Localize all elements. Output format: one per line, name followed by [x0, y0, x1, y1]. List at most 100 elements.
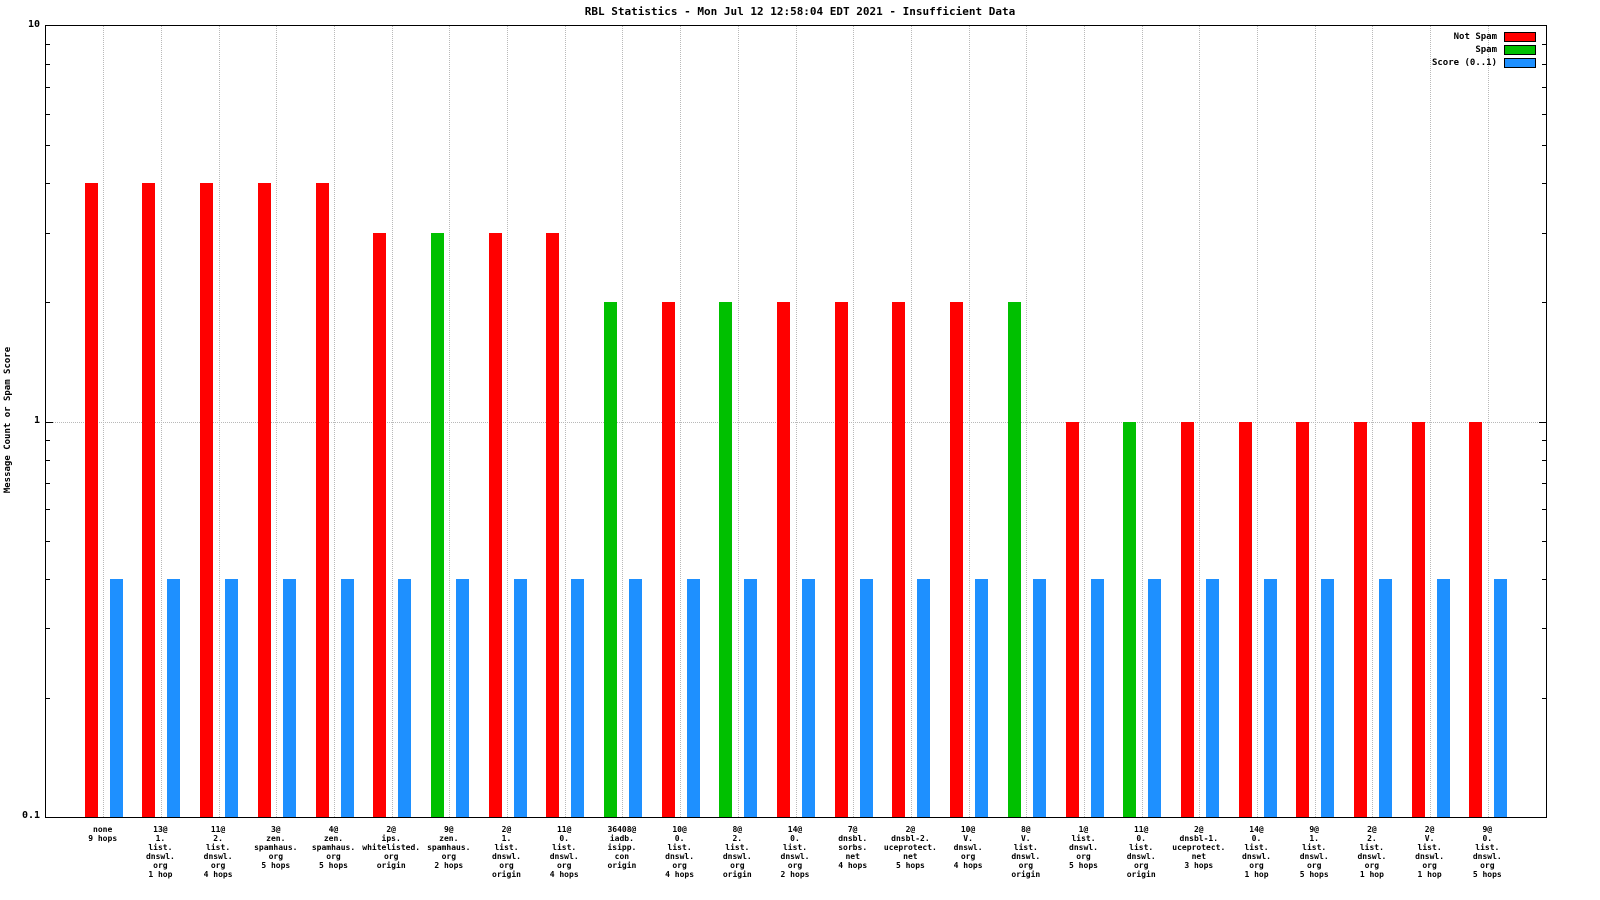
x-tick-label-line: origin: [722, 870, 752, 879]
x-tick-label-line: dnswl.: [1415, 852, 1445, 861]
bar-not-spam: [1238, 421, 1252, 817]
bar-score: [513, 578, 527, 817]
minor-tick-left: [46, 64, 50, 66]
bar-score: [1378, 578, 1392, 817]
bar-not-spam: [892, 302, 906, 817]
x-tick-label-line: list.: [206, 843, 231, 852]
minor-tick-right: [1542, 44, 1546, 46]
bar-not-spam: [200, 183, 214, 817]
gridline-x: [218, 26, 220, 817]
minor-tick-right: [1542, 697, 1546, 699]
x-tick-label-line: 5 hops: [895, 861, 925, 870]
x-tick-label-line: org: [383, 852, 399, 861]
x-tick-label-line: origin: [492, 870, 521, 879]
x-tick-label-line: uceprotect.: [883, 843, 937, 852]
x-tick-label-line: 2@: [905, 825, 916, 834]
x-tick-label-line: org: [1249, 861, 1264, 870]
bar-not-spam: [777, 302, 790, 817]
x-tick-label: 13@ 1. list. dnswl. org 1 hop: [131, 825, 189, 879]
bar-score: [1032, 578, 1046, 817]
x-tick-label-line: org: [268, 852, 284, 861]
x-tick-label-line: 2 hops: [434, 861, 464, 870]
minor-tick-left: [46, 87, 50, 89]
x-tick-label-line: org: [1364, 861, 1380, 870]
x-tick-label-line: 1.: [1309, 834, 1319, 843]
x-tick-label: 2@ dnsbl-1. uceprotect. net 3 hops: [1170, 825, 1228, 870]
x-tick-label-line: dnswl.: [1472, 852, 1502, 861]
x-tick-label-line: dnsbl-1.: [1179, 834, 1219, 843]
x-tick-label-line: 5 hops: [319, 861, 348, 870]
x-tick-label-line: dnswl.: [1242, 852, 1271, 861]
gridline-x: [622, 26, 624, 817]
x-tick-label-line: org: [499, 861, 514, 870]
x-tick-label-line: list.: [1244, 843, 1269, 852]
x-tick-label-line: 13@: [153, 825, 168, 834]
x-tick-label-line: net: [903, 852, 918, 861]
x-tick-label-line: org: [1133, 861, 1149, 870]
gridline-x: [795, 26, 797, 817]
x-tick-label-line: dnswl.: [1357, 852, 1387, 861]
minor-tick-right: [1542, 578, 1546, 580]
x-tick-label: 14@ 0. list. dnswl. org 2 hops: [766, 825, 824, 879]
bar-score: [744, 578, 758, 817]
minor-tick-left: [46, 232, 50, 234]
bar-not-spam: [1180, 421, 1194, 817]
x-tick-label-line: dnswl.: [722, 852, 752, 861]
major-tick-right: [1539, 421, 1546, 423]
x-tick-label: 14@ 0. list. dnswl. org 1 hop: [1228, 825, 1286, 879]
bar-score: [282, 578, 296, 817]
x-tick-label: 11@ 0. list. dnswl. org 4 hops: [535, 825, 593, 879]
x-tick-label-line: org: [210, 861, 226, 870]
x-tick-label-line: 0.: [1251, 834, 1262, 843]
x-tick-label-line: org: [1422, 861, 1437, 870]
x-tick-label-line: 8@: [1020, 825, 1031, 834]
x-tick-label-line: dnswl.: [203, 852, 233, 861]
bar-score: [859, 578, 873, 817]
x-tick-label-line: 2.: [1367, 834, 1377, 843]
minor-tick-right: [1542, 302, 1546, 304]
x-tick-label-line: origin: [1126, 870, 1156, 879]
gridline-x: [334, 26, 335, 817]
minor-tick-left: [46, 697, 50, 699]
x-tick-label-line: list.: [1013, 843, 1038, 852]
x-tick-label-line: spamhaus.: [254, 843, 298, 852]
x-tick-label: 2@ V. list. dnswl. org 1 hop: [1401, 825, 1459, 879]
x-tick-label-line: dnswl.: [549, 852, 579, 861]
gridline-x: [1257, 26, 1258, 817]
bar-not-spam: [488, 232, 502, 817]
x-tick-label-line: org: [326, 852, 341, 861]
gridline-x: [968, 26, 970, 817]
x-tick-label-line: 14@: [1249, 825, 1264, 834]
bar-spam: [430, 232, 444, 817]
x-tick-label: 8@ V. list. dnswl. org origin: [997, 825, 1055, 879]
minor-tick-left: [46, 628, 50, 630]
bar-not-spam: [142, 183, 156, 817]
x-tick-label-line: list.: [782, 843, 808, 852]
x-tick-label-line: org: [960, 852, 976, 861]
minor-tick-right: [1542, 232, 1546, 234]
x-tick-label-line: list.: [494, 843, 519, 852]
x-tick-label: 8@ 2. list. dnswl. org origin: [708, 825, 766, 879]
x-tick-label-line: 2@: [386, 825, 396, 834]
minor-tick-left: [46, 113, 50, 115]
x-tick-label-line: 4@: [328, 825, 339, 834]
x-tick-label-line: 9@: [1309, 825, 1319, 834]
x-tick-label-line: 4 hops: [203, 870, 233, 879]
x-tick-label-line: 5 hops: [1069, 861, 1098, 870]
bar-score: [1494, 578, 1508, 817]
legend-item-not_spam: Not Spam: [1432, 30, 1536, 43]
x-tick-label-line: 2@: [1424, 825, 1435, 834]
x-tick-label-line: dnswl.: [1299, 852, 1329, 861]
bar-spam: [1123, 421, 1137, 817]
x-tick-label-line: 2@: [1193, 825, 1204, 834]
x-tick-label-line: dnswl.: [1011, 852, 1041, 861]
bar-score: [686, 578, 700, 817]
x-tick-label: 9@ 1. list. dnswl. org 5 hops: [1285, 825, 1343, 879]
x-tick-label-line: 5 hops: [1472, 870, 1502, 879]
gridline-x: [1026, 26, 1028, 817]
legend: Not Spam Spam Score (0..1): [1432, 30, 1536, 69]
x-tick-label-line: dnswl.: [953, 843, 983, 852]
minor-tick-left: [46, 145, 50, 147]
bar-score: [1205, 578, 1219, 817]
x-tick-label-line: 1 hop: [148, 870, 173, 879]
